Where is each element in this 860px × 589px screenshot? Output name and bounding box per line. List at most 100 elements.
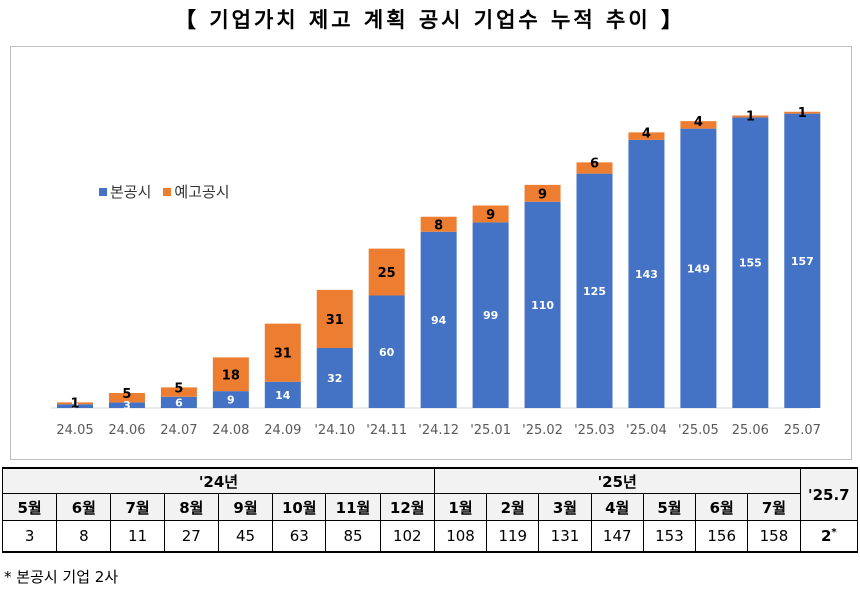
- x-tick-label: 25.06: [732, 423, 769, 438]
- data-label-preview: 5: [122, 387, 131, 402]
- bar-main: [472, 222, 509, 408]
- month-header: 10월: [272, 493, 327, 521]
- x-tick-label: 24.09: [264, 423, 301, 438]
- data-label-main: 6: [175, 396, 183, 409]
- legend-swatch-preview: [163, 187, 172, 196]
- data-label-main: 3: [123, 399, 131, 412]
- data-label-preview: 8: [434, 218, 443, 233]
- table-cell: 156: [695, 520, 749, 553]
- month-header: 3월: [538, 493, 592, 521]
- monthly-cumulative-table: '24년 '25년 '25.7 5월 6월 7월 8월 9월 10월 11월 12월 1월 2월 3…: [1, 467, 859, 553]
- bar-main: [264, 381, 301, 408]
- data-label-main: 110: [531, 299, 554, 312]
- bar-main: [784, 113, 821, 408]
- month-header: 1월: [433, 493, 488, 521]
- x-tick-label: 24.07: [160, 423, 197, 438]
- data-label-preview: 6: [590, 156, 599, 171]
- bar-preview: [680, 121, 717, 129]
- data-label-main: 32: [327, 372, 342, 385]
- data-label-preview: 1: [798, 106, 807, 121]
- table-cell: 147: [590, 520, 644, 553]
- footnote: * 본공시 기업 2사: [4, 568, 119, 586]
- legend-swatch-main: [99, 187, 107, 196]
- table-value-row: 3 8 11 27 45 63 85 102 108 119 131 147 153 156 158 2*: [1, 520, 859, 553]
- data-label-preview: 1: [70, 396, 79, 411]
- bar-preview: [160, 387, 197, 397]
- data-label-main: 99: [483, 309, 498, 322]
- bar-main: [57, 404, 93, 408]
- data-label-preview: 4: [642, 126, 651, 141]
- data-label-main: 60: [379, 346, 395, 359]
- data-label-preview: 1: [746, 110, 755, 125]
- bar-main: [212, 391, 249, 408]
- month-header: 7월: [747, 493, 801, 521]
- table-cell: 131: [538, 520, 592, 553]
- table-year-row: '24년 '25년 '25.7: [2, 467, 859, 521]
- data-label-main: 2: [71, 400, 79, 413]
- x-tick-label: '24.11: [366, 423, 407, 438]
- month-header: 12월: [379, 493, 435, 521]
- bar-main: [628, 139, 665, 408]
- data-label-main: 155: [739, 257, 762, 270]
- data-label-main: 9: [227, 394, 235, 407]
- last-col-header: '25.7: [799, 467, 859, 521]
- month-header: 6월: [695, 493, 749, 521]
- data-label-preview: 18: [222, 368, 240, 383]
- table-cell: 158: [747, 520, 801, 553]
- bar-preview: [212, 357, 249, 392]
- table-cell: 108: [433, 520, 488, 553]
- x-tick-label: '25.01: [470, 423, 511, 438]
- month-header: 9월: [217, 493, 274, 521]
- data-label-preview: 5: [174, 381, 183, 396]
- bar-preview: [368, 248, 405, 296]
- last-cell: 2*: [799, 520, 859, 553]
- legend-item-main: 본공시: [99, 181, 151, 202]
- month-header: 8월: [163, 493, 219, 521]
- data-label-main: 143: [635, 268, 658, 281]
- legend-item-preview: 예고공시: [163, 181, 230, 202]
- x-tick-label: '25.05: [678, 423, 719, 438]
- table-cell: 3: [1, 520, 58, 553]
- bar-main: [524, 201, 561, 408]
- table-cell: 27: [163, 520, 219, 553]
- x-tick-label: 24.06: [108, 423, 145, 438]
- month-header: 7월: [110, 493, 165, 521]
- table-cell: 45: [217, 520, 274, 553]
- month-header: 2월: [486, 493, 540, 521]
- month-header: 4월: [590, 493, 644, 521]
- x-tick-label: '25.04: [626, 423, 667, 438]
- bar-preview: [784, 111, 821, 114]
- data-label-main: 149: [687, 262, 710, 275]
- data-label-preview: 4: [694, 115, 703, 130]
- data-label-preview: 9: [538, 187, 547, 202]
- bar-preview: [576, 162, 613, 174]
- bar-preview: [732, 115, 769, 118]
- month-header: 5월: [642, 493, 697, 521]
- data-label-preview: 9: [486, 208, 495, 223]
- chart-title: 【 기업가치 제고 계획 공시 기업수 누적 추이 】: [175, 8, 685, 32]
- legend-label-main: 본공시: [110, 183, 152, 201]
- bar-preview: [472, 205, 509, 223]
- bar-preview: [524, 184, 561, 202]
- table-cell: 119: [486, 520, 540, 553]
- bar-main: [680, 128, 717, 408]
- bar-main: [160, 396, 197, 408]
- bar-preview: [628, 132, 665, 140]
- bar-main: [108, 402, 145, 408]
- bar-preview: [108, 393, 145, 403]
- x-tick-label: '25.02: [522, 423, 563, 438]
- year-2024-header: '24년: [2, 467, 435, 494]
- data-label-main: 157: [791, 255, 814, 268]
- data-label-main: 14: [275, 389, 291, 402]
- data-label-preview: 31: [326, 313, 344, 328]
- table-cell: 63: [272, 520, 327, 553]
- bar-main: [368, 295, 405, 408]
- table-cell: 85: [325, 520, 381, 553]
- legend-label-preview: 예고공시: [174, 183, 230, 201]
- table-cell: 11: [110, 520, 165, 553]
- x-tick-label: '25.03: [574, 423, 615, 438]
- table-cell: 102: [379, 520, 435, 553]
- data-label-main: 125: [583, 285, 606, 298]
- x-tick-label: '24.10: [314, 423, 355, 438]
- data-label-main: 94: [431, 314, 447, 327]
